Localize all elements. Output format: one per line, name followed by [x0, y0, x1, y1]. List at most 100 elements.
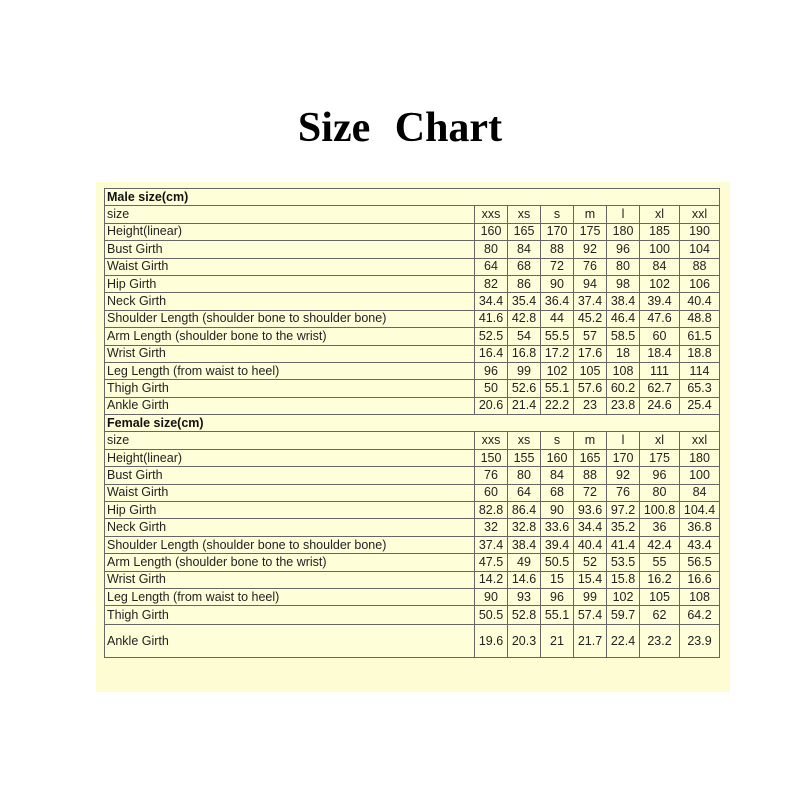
value-cell: 40.4 [678, 292, 721, 311]
value-cell: 114 [678, 361, 721, 381]
table-row: Shoulder Length (shoulder bone to should… [104, 535, 721, 555]
value-cell: 24.6 [639, 396, 680, 416]
row-label: Arm Length (shoulder bone to the wrist) [104, 553, 475, 572]
value-cell: 105 [639, 587, 680, 607]
value-cell: 36.8 [678, 518, 721, 537]
value-cell: 35.2 [606, 518, 640, 537]
row-label: Arm Length (shoulder bone to the wrist) [104, 327, 475, 346]
value-cell: 37.4 [474, 535, 508, 555]
table-row: Thigh Girth 50 52.6 55.1 57.6 60.2 62.7 65.3 [104, 379, 721, 398]
value-cell: 72 [540, 257, 574, 276]
table-row: Arm Length (shoulder bone to the wrist) 5… [104, 327, 721, 346]
table-row: Wrist Girth 14.2 14.6 15 15.4 15.8 16.2 16.6 [104, 570, 721, 589]
value-cell: 41.4 [606, 535, 640, 555]
value-cell: 86 [507, 274, 541, 294]
value-cell: 38.4 [507, 535, 541, 555]
value-cell: 92 [573, 240, 607, 259]
value-cell: 96 [639, 466, 680, 485]
value-cell: 34.4 [474, 292, 508, 311]
value-cell: 14.2 [474, 570, 508, 589]
value-cell: 16.2 [639, 570, 680, 589]
value-cell: 43.4 [678, 535, 721, 555]
value-cell: 99 [507, 361, 541, 381]
table-row: Ankle Girth 19.6 20.3 21 21.7 22.4 23.2 23.9 [104, 624, 721, 659]
value-cell: 32 [474, 518, 508, 537]
value-cell: 35.4 [507, 292, 541, 311]
value-cell: 165 [573, 448, 607, 468]
value-cell: 58.5 [606, 327, 640, 346]
table-row: Bust Girth 80 84 88 92 96 100 104 [104, 240, 721, 259]
value-cell: 86.4 [507, 501, 541, 520]
value-cell: 94 [573, 274, 607, 294]
table-row: Shoulder Length (shoulder bone to should… [104, 309, 721, 329]
value-cell: 18.8 [678, 344, 721, 363]
size-header-cell: xl [639, 431, 680, 450]
value-cell: 57.6 [573, 379, 607, 398]
row-label: Height(linear) [104, 222, 475, 242]
value-cell: 102 [639, 274, 680, 294]
value-cell: 56.5 [678, 553, 721, 572]
value-cell: 160 [474, 222, 508, 242]
value-cell: 38.4 [606, 292, 640, 311]
value-cell: 93 [507, 587, 541, 607]
value-cell: 39.4 [639, 292, 680, 311]
row-label: Bust Girth [104, 466, 475, 485]
row-label: Neck Girth [104, 292, 475, 311]
value-cell: 42.4 [639, 535, 680, 555]
value-cell: 82 [474, 274, 508, 294]
value-cell: 155 [507, 448, 541, 468]
table-row: Neck Girth 32 32.8 33.6 34.4 35.2 36 36.8 [104, 518, 721, 537]
row-label: Shoulder Length (shoulder bone to should… [104, 309, 475, 329]
value-cell: 21.7 [573, 624, 607, 659]
size-header-cell: xxs [474, 205, 508, 224]
value-cell: 17.6 [573, 344, 607, 363]
value-cell: 97.2 [606, 501, 640, 520]
table-row: Wrist Girth 16.4 16.8 17.2 17.6 18 18.4 18.8 [104, 344, 721, 363]
table-row: Hip Girth 82.8 86.4 90 93.6 97.2 100.8 104.4 [104, 501, 721, 520]
value-cell: 44 [540, 309, 574, 329]
value-cell: 106 [678, 274, 721, 294]
value-cell: 64 [474, 257, 508, 276]
value-cell: 16.8 [507, 344, 541, 363]
row-label: size [104, 431, 475, 450]
row-label: Hip Girth [104, 274, 475, 294]
value-cell: 104 [678, 240, 721, 259]
value-cell: 84 [540, 466, 574, 485]
value-cell: 60 [474, 483, 508, 503]
size-header-cell: m [573, 205, 607, 224]
value-cell: 45.2 [573, 309, 607, 329]
size-header-cell: xxl [678, 431, 721, 450]
section-header-row: Female size(cm) [103, 414, 721, 433]
value-cell: 108 [606, 361, 640, 381]
value-cell: 80 [606, 257, 640, 276]
value-cell: 64 [507, 483, 541, 503]
value-cell: 175 [639, 448, 680, 468]
value-cell: 32.8 [507, 518, 541, 537]
value-cell: 15.4 [573, 570, 607, 589]
value-cell: 65.3 [678, 379, 721, 398]
value-cell: 185 [639, 222, 680, 242]
value-cell: 55.1 [540, 605, 574, 626]
value-cell: 88 [678, 257, 721, 276]
size-chart-table: Male size(cm) size xxs xs s m l xl xxl Height(lin… [103, 187, 721, 659]
value-cell: 100.8 [639, 501, 680, 520]
value-cell: 88 [540, 240, 574, 259]
value-cell: 18.4 [639, 344, 680, 363]
value-cell: 33.6 [540, 518, 574, 537]
value-cell: 62 [639, 605, 680, 626]
value-cell: 105 [573, 361, 607, 381]
row-label: Ankle Girth [104, 396, 475, 416]
value-cell: 98 [606, 274, 640, 294]
value-cell: 150 [474, 448, 508, 468]
value-cell: 55 [639, 553, 680, 572]
value-cell: 36 [639, 518, 680, 537]
value-cell: 50.5 [540, 553, 574, 572]
table-row: size xxs xs s m l xl xxl [104, 431, 721, 450]
value-cell: 50.5 [474, 605, 508, 626]
table-row: Hip Girth 82 86 90 94 98 102 106 [104, 274, 721, 294]
value-cell: 99 [573, 587, 607, 607]
value-cell: 72 [573, 483, 607, 503]
value-cell: 16.6 [678, 570, 721, 589]
value-cell: 23.9 [678, 624, 721, 659]
value-cell: 104.4 [678, 501, 721, 520]
